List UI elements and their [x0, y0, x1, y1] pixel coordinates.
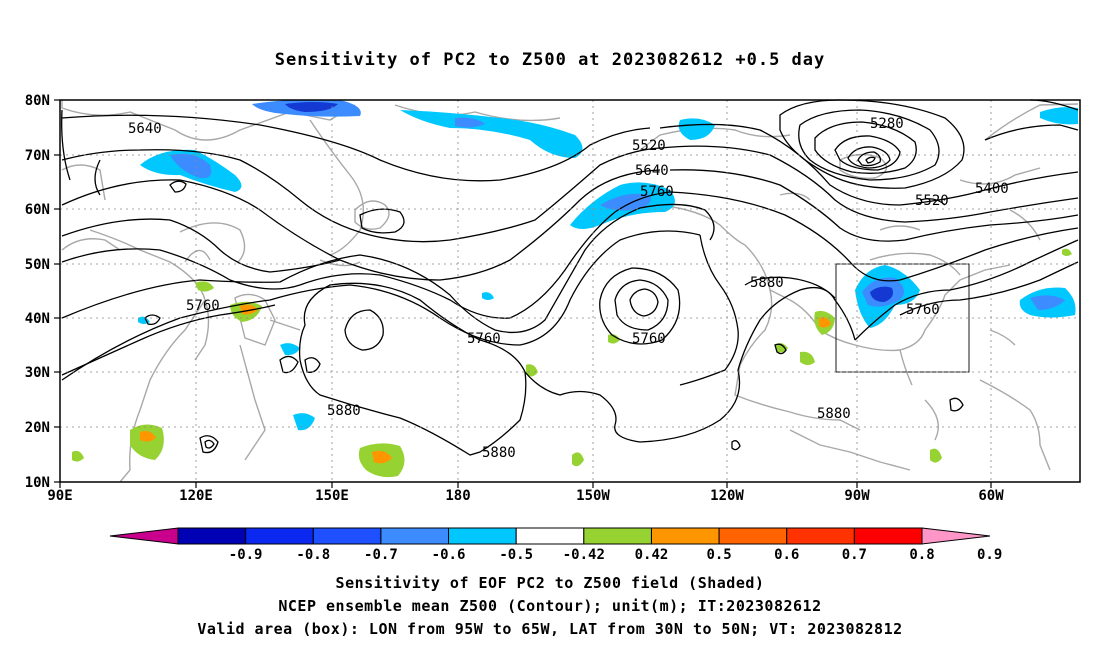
lat-label: 60N — [25, 202, 50, 218]
lon-label: 150W — [576, 488, 610, 504]
lon-label: 180 — [445, 488, 470, 504]
contour-label: 5760 — [632, 331, 666, 347]
shade-blue — [1030, 295, 1065, 310]
contour-labels: 5640 5520 5640 5760 5280 5400 5520 5760 … — [128, 116, 1009, 461]
colorbar-tick-label: -0.9 — [229, 547, 263, 563]
lat-label: 50N — [25, 257, 50, 273]
colorbar-tick-label: 0.9 — [977, 547, 1002, 563]
colorbar-tick-label: -0.6 — [432, 547, 466, 563]
shade-blue — [600, 193, 651, 211]
colorbar-tick-label: -0.42 — [563, 547, 605, 563]
shade-green — [526, 364, 538, 377]
tick-marks — [54, 99, 992, 488]
shade-green — [195, 281, 214, 292]
contour-label: 5640 — [635, 163, 669, 179]
shade-blue — [455, 117, 485, 128]
longitude-labels: 90E 120E 150E 180 150W 120W 90W 60W — [47, 488, 1004, 504]
colorbar-end-low — [109, 527, 179, 545]
colorbar-segment — [448, 527, 517, 545]
colorbar-tick-label: 0.42 — [635, 547, 669, 563]
gridlines — [60, 100, 1080, 482]
lon-label: 90E — [47, 488, 72, 504]
colorbar-tick-label: -0.8 — [296, 547, 330, 563]
shade-green — [775, 343, 788, 353]
contour-label: 5400 — [975, 181, 1009, 197]
lat-label: 10N — [25, 475, 50, 491]
shade-light-blue — [1040, 107, 1078, 125]
shade-orange — [240, 304, 258, 315]
shade-green — [930, 448, 942, 463]
colorbar-segment — [177, 527, 247, 545]
shade-orange — [819, 317, 831, 328]
contour-label: 5760 — [906, 302, 940, 318]
shade-light-blue — [280, 343, 300, 356]
contour-label: 5640 — [128, 121, 162, 137]
contour-label: 5520 — [632, 138, 666, 154]
shaded-sensitivity — [72, 99, 1078, 478]
contour-label: 5880 — [750, 275, 784, 291]
shade-light-blue — [293, 413, 315, 431]
contours — [61, 99, 1079, 456]
shade-green — [130, 424, 164, 460]
lon-label: 60W — [978, 488, 1004, 504]
lon-label: 120W — [710, 488, 744, 504]
contour-label: 5880 — [327, 403, 361, 419]
shade-green — [1062, 248, 1072, 256]
shade-blue — [170, 153, 212, 179]
footer-line-2: NCEP ensemble mean Z500 (Contour); unit(… — [278, 597, 822, 615]
contour-label: 5520 — [915, 193, 949, 209]
shade-green — [608, 334, 620, 344]
contour-label: 5280 — [870, 116, 904, 132]
shade-light-blue — [482, 292, 494, 300]
contour-label: 5880 — [817, 406, 851, 422]
shade-dark-blue — [285, 102, 338, 112]
colorbar-segment — [786, 527, 855, 545]
plot-frame — [59, 99, 1081, 483]
lat-label: 40N — [25, 311, 50, 327]
chart-title: Sensitivity of PC2 to Z500 at 2023082612… — [274, 50, 826, 70]
contour-label: 5760 — [186, 298, 220, 314]
colorbar-tick-label: -0.5 — [499, 547, 533, 563]
lat-label: 70N — [25, 148, 50, 164]
colorbar-end-high — [921, 527, 991, 545]
shade-light-blue — [678, 118, 715, 140]
colorbar-segment — [245, 527, 314, 545]
shade-light-blue — [400, 110, 583, 158]
shade-green — [800, 351, 815, 365]
contour-label: 5880 — [482, 445, 516, 461]
colorbar-tick-label: 0.7 — [842, 547, 867, 563]
latitude-labels: 80N 70N 60N 50N 40N 30N 20N 10N — [25, 93, 50, 491]
colorbar-segment — [718, 527, 788, 545]
lat-label: 20N — [25, 420, 50, 436]
shade-dark-blue — [870, 286, 893, 302]
colorbar-tick-label: 0.6 — [774, 547, 799, 563]
shade-orange — [372, 450, 392, 464]
shade-green — [572, 452, 584, 467]
lon-label: 90W — [844, 488, 870, 504]
colorbar-tick-label: 0.5 — [706, 547, 731, 563]
lat-label: 30N — [25, 365, 50, 381]
contour-label: 5760 — [467, 331, 501, 347]
shade-green — [72, 450, 84, 462]
colorbar-tick-label: -0.7 — [364, 547, 398, 563]
colorbar-segment — [380, 527, 450, 545]
colorbar-segment — [515, 527, 585, 545]
colorbar-segment — [583, 527, 652, 545]
lat-label: 80N — [25, 93, 50, 109]
colorbar-tick-label: 0.8 — [909, 547, 934, 563]
lon-label: 120E — [179, 488, 213, 504]
colorbar-segment — [853, 527, 923, 545]
lon-label: 150E — [315, 488, 349, 504]
contour-label: 5760 — [640, 184, 674, 200]
footer-line-3: Valid area (box): LON from 95W to 65W, L… — [197, 620, 903, 638]
colorbar-segment — [650, 527, 720, 545]
footer-line-1: Sensitivity of EOF PC2 to Z500 field (Sh… — [335, 574, 765, 592]
shade-orange — [140, 430, 156, 442]
colorbar-segment — [312, 527, 382, 545]
colorbar: -0.9 -0.8 -0.7 -0.6 -0.5 -0.42 0.42 0.5 0.6 0.7 0.… — [109, 527, 1002, 563]
